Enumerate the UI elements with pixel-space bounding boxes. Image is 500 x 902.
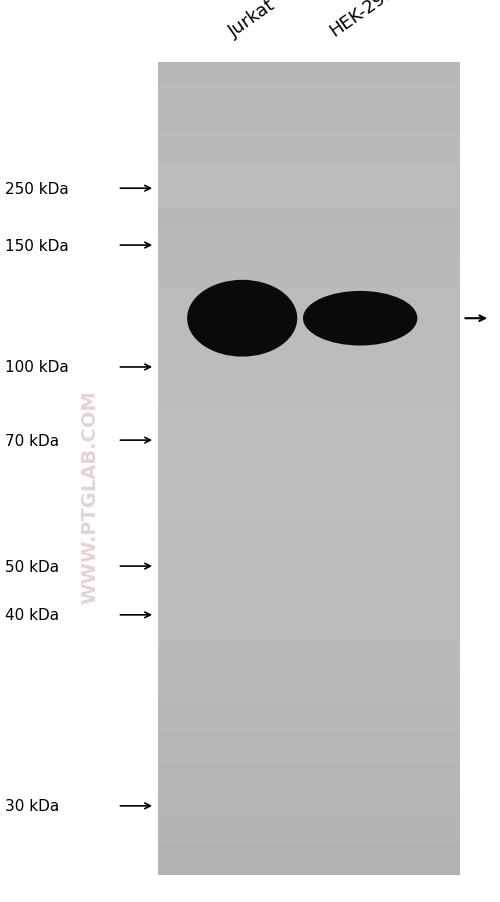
Bar: [158, 317, 460, 327]
Ellipse shape: [320, 299, 401, 338]
Bar: [158, 398, 460, 408]
Bar: [158, 641, 460, 651]
Ellipse shape: [303, 291, 418, 346]
Bar: [158, 428, 460, 438]
Bar: [158, 703, 460, 713]
Bar: [158, 256, 460, 266]
Bar: [158, 672, 460, 682]
Bar: [158, 529, 460, 540]
Bar: [158, 855, 460, 865]
Bar: [158, 297, 460, 307]
Bar: [158, 195, 460, 206]
Bar: [158, 784, 460, 794]
Bar: [158, 794, 460, 804]
Bar: [158, 185, 460, 195]
Bar: [158, 438, 460, 448]
Bar: [158, 226, 460, 235]
Bar: [158, 307, 460, 317]
Bar: [158, 164, 460, 175]
Bar: [158, 459, 460, 469]
Bar: [158, 235, 460, 245]
Bar: [158, 175, 460, 185]
Bar: [158, 814, 460, 824]
Bar: [158, 723, 460, 732]
Bar: [158, 560, 460, 570]
Bar: [158, 804, 460, 814]
Bar: [158, 865, 460, 875]
Bar: [158, 550, 460, 560]
Bar: [158, 63, 460, 73]
Bar: [158, 581, 460, 591]
Bar: [158, 347, 460, 357]
Ellipse shape: [311, 296, 409, 342]
Bar: [158, 114, 460, 124]
Bar: [158, 743, 460, 753]
Bar: [158, 844, 460, 855]
Bar: [158, 824, 460, 834]
Text: 70 kDa: 70 kDa: [5, 433, 59, 448]
Ellipse shape: [195, 286, 290, 352]
Text: 100 kDa: 100 kDa: [5, 360, 69, 375]
Bar: [158, 510, 460, 520]
Bar: [158, 612, 460, 621]
Bar: [158, 73, 460, 84]
Text: 50 kDa: 50 kDa: [5, 559, 59, 574]
Bar: [158, 571, 460, 581]
Bar: [158, 448, 460, 459]
Bar: [158, 206, 460, 216]
Bar: [158, 601, 460, 612]
Bar: [158, 631, 460, 641]
Bar: [158, 63, 460, 209]
Bar: [158, 378, 460, 388]
Bar: [158, 693, 460, 703]
Bar: [158, 144, 460, 154]
Bar: [158, 266, 460, 276]
Bar: [158, 763, 460, 773]
Text: 150 kDa: 150 kDa: [5, 238, 69, 253]
Bar: [158, 713, 460, 723]
Text: 40 kDa: 40 kDa: [5, 608, 59, 622]
Bar: [158, 469, 460, 479]
Bar: [158, 94, 460, 104]
Bar: [158, 540, 460, 550]
Bar: [158, 154, 460, 164]
Bar: [158, 216, 460, 226]
Bar: [158, 419, 460, 428]
Bar: [158, 337, 460, 347]
Text: HEK-293: HEK-293: [326, 0, 398, 41]
Bar: [158, 520, 460, 529]
Ellipse shape: [203, 291, 281, 346]
Bar: [158, 276, 460, 287]
Text: 250 kDa: 250 kDa: [5, 181, 69, 197]
Bar: [158, 773, 460, 784]
Bar: [158, 357, 460, 368]
Bar: [158, 732, 460, 743]
Bar: [158, 500, 460, 510]
Bar: [158, 651, 460, 662]
Bar: [158, 489, 460, 500]
Bar: [158, 245, 460, 256]
Bar: [158, 388, 460, 398]
Bar: [158, 287, 460, 297]
Bar: [158, 124, 460, 134]
Ellipse shape: [187, 281, 298, 357]
Bar: [158, 662, 460, 672]
Bar: [158, 368, 460, 378]
Bar: [158, 134, 460, 144]
Bar: [158, 83, 460, 94]
Bar: [158, 753, 460, 763]
Bar: [158, 104, 460, 114]
Bar: [158, 591, 460, 601]
Bar: [158, 834, 460, 844]
Bar: [158, 63, 460, 875]
Text: WWW.PTGLAB.COM: WWW.PTGLAB.COM: [80, 390, 100, 603]
Bar: [158, 408, 460, 419]
Bar: [158, 327, 460, 337]
Text: 30 kDa: 30 kDa: [5, 798, 60, 814]
Bar: [158, 479, 460, 489]
Bar: [158, 621, 460, 631]
Text: Jurkat: Jurkat: [226, 0, 279, 41]
Bar: [158, 682, 460, 693]
